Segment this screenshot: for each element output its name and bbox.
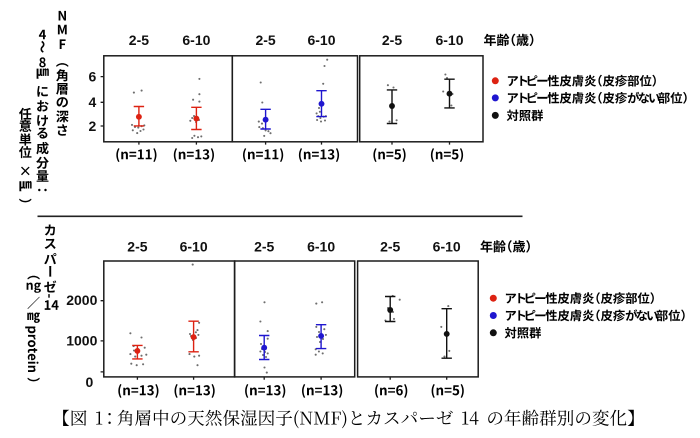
- svg-text:4: 4: [89, 94, 97, 110]
- svg-text:2-5: 2-5: [380, 238, 400, 254]
- svg-text:6-10: 6-10: [435, 32, 463, 48]
- svg-text:2000: 2000: [66, 292, 97, 308]
- svg-text:2-5: 2-5: [254, 238, 274, 254]
- svg-text:6: 6: [89, 69, 97, 85]
- svg-text:2: 2: [89, 118, 97, 134]
- svg-text:0: 0: [86, 374, 94, 390]
- svg-text:6-10: 6-10: [307, 32, 335, 48]
- svg-text:6-10: 6-10: [307, 238, 335, 254]
- svg-text:6-10: 6-10: [180, 238, 208, 254]
- svg-text:2-5: 2-5: [382, 32, 402, 48]
- svg-text:2-5: 2-5: [127, 238, 147, 254]
- svg-text:2-5: 2-5: [129, 32, 149, 48]
- svg-text:6-10: 6-10: [182, 32, 210, 48]
- svg-text:1000: 1000: [66, 333, 97, 349]
- svg-text:6-10: 6-10: [433, 238, 461, 254]
- svg-text:2-5: 2-5: [255, 32, 275, 48]
